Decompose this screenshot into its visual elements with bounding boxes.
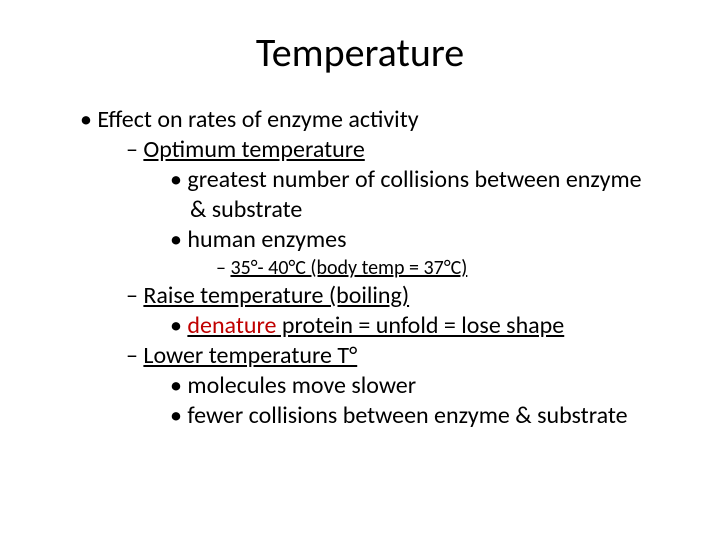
bullet-level3: molecules move slower <box>170 371 680 401</box>
bullet-text: molecules move slower <box>187 371 416 400</box>
bullet-level2: Optimum temperature <box>126 135 680 165</box>
bullet-level4: 35°- 40°C (body temp = 37°C) <box>216 255 680 281</box>
bullet-accent: denature <box>187 311 276 340</box>
bullet-level3: fewer collisions between enzyme & substr… <box>170 401 680 431</box>
bullet-continuation: & substrate <box>190 195 680 225</box>
bullet-text: human enzymes <box>187 225 346 254</box>
bullet-text: Effect on rates of enzyme activity <box>97 105 418 134</box>
bullet-text: fewer collisions between enzyme & substr… <box>187 401 627 430</box>
bullet-text: 35°- 40°C (body temp = 37°C) <box>230 256 467 280</box>
bullet-text: Lower temperature T° <box>143 341 357 370</box>
bullet-text-group: denature protein = unfold = lose shape <box>187 311 564 340</box>
bullet-level2: Lower temperature T° <box>126 341 680 371</box>
bullet-text: Optimum temperature <box>143 135 364 164</box>
bullet-text: & substrate <box>190 195 302 224</box>
slide: Temperature Effect on rates of enzyme ac… <box>0 0 720 540</box>
bullet-level2: Raise temperature (boiling) <box>126 281 680 311</box>
slide-title: Temperature <box>40 28 680 77</box>
bullet-level1: Effect on rates of enzyme activity <box>80 105 680 135</box>
bullet-text: Raise temperature (boiling) <box>143 281 409 310</box>
bullet-text: protein = unfold = lose shape <box>276 311 564 340</box>
bullet-level3: greatest number of collisions between en… <box>170 165 680 195</box>
bullet-text: greatest number of collisions between en… <box>187 165 641 194</box>
bullet-level3: human enzymes <box>170 225 680 255</box>
bullet-level3: denature protein = unfold = lose shape <box>170 311 680 341</box>
